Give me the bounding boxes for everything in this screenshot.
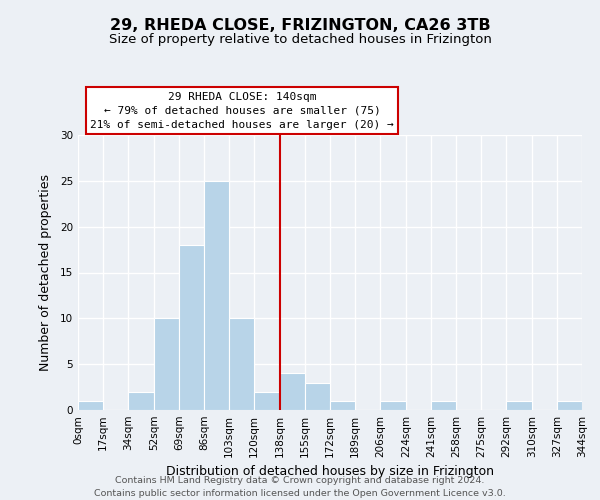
Bar xyxy=(179,245,204,410)
Bar xyxy=(557,401,582,410)
Text: Size of property relative to detached houses in Frizington: Size of property relative to detached ho… xyxy=(109,32,491,46)
Bar xyxy=(305,382,330,410)
Bar xyxy=(204,181,229,410)
Bar xyxy=(506,401,532,410)
Bar xyxy=(380,401,406,410)
Y-axis label: Number of detached properties: Number of detached properties xyxy=(38,174,52,371)
X-axis label: Distribution of detached houses by size in Frizington: Distribution of detached houses by size … xyxy=(166,466,494,478)
Bar xyxy=(280,374,305,410)
Bar xyxy=(330,401,355,410)
Bar xyxy=(128,392,154,410)
Text: 29 RHEDA CLOSE: 140sqm
← 79% of detached houses are smaller (75)
21% of semi-det: 29 RHEDA CLOSE: 140sqm ← 79% of detached… xyxy=(90,92,394,130)
Bar xyxy=(78,401,103,410)
Text: Contains HM Land Registry data © Crown copyright and database right 2024.
Contai: Contains HM Land Registry data © Crown c… xyxy=(94,476,506,498)
Text: 29, RHEDA CLOSE, FRIZINGTON, CA26 3TB: 29, RHEDA CLOSE, FRIZINGTON, CA26 3TB xyxy=(110,18,490,32)
Bar xyxy=(154,318,179,410)
Bar xyxy=(229,318,254,410)
Bar xyxy=(254,392,280,410)
Bar xyxy=(431,401,456,410)
